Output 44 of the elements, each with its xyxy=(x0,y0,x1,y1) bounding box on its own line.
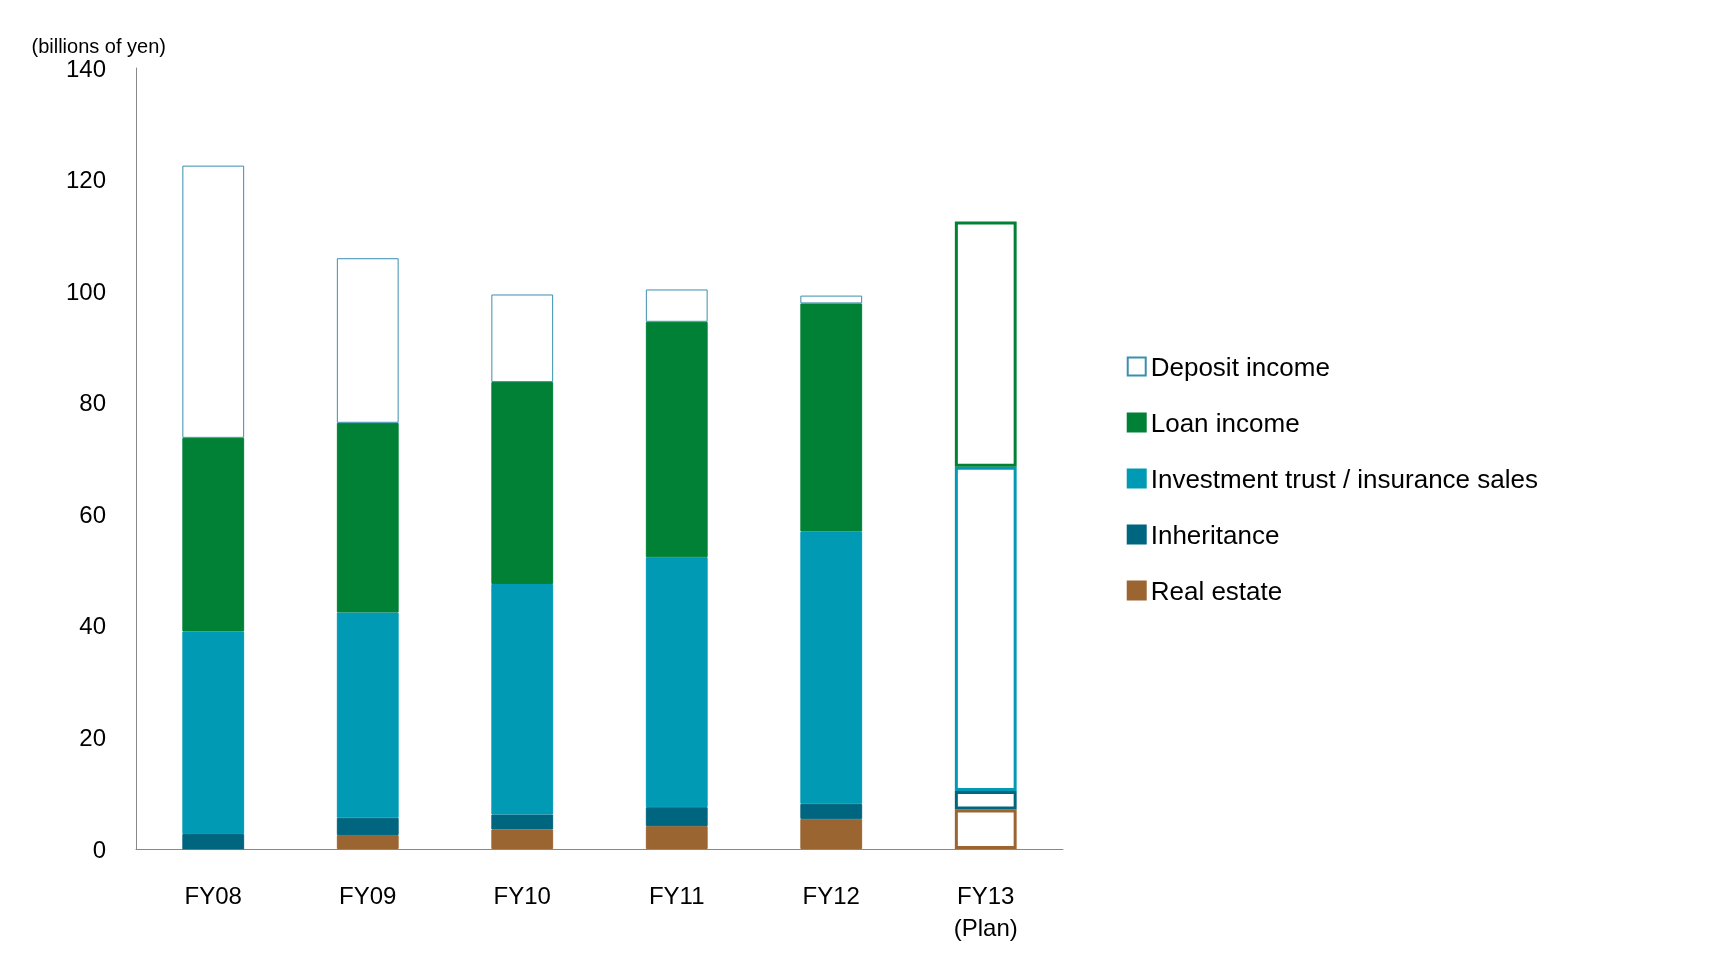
bar xyxy=(645,289,708,322)
legend-label: Real estate xyxy=(1150,575,1283,606)
bar xyxy=(336,422,399,613)
bar xyxy=(491,584,554,815)
y-tick-label: 100 xyxy=(65,277,106,305)
x-tick-label: FY10 xyxy=(493,881,551,909)
bar xyxy=(182,833,245,849)
y-tick-label: 140 xyxy=(65,54,106,82)
bar xyxy=(800,531,863,804)
bar xyxy=(336,835,399,849)
bar xyxy=(800,303,863,532)
bar xyxy=(491,829,554,849)
x-tick-label: FY11 xyxy=(648,881,705,909)
y-tick-label: 0 xyxy=(92,835,106,863)
bar xyxy=(336,612,399,818)
y-tick-label: 80 xyxy=(79,389,106,417)
legend-label: Loan income xyxy=(1150,407,1300,438)
y-tick-label: 20 xyxy=(79,723,106,751)
bar xyxy=(800,818,863,849)
bar xyxy=(800,803,863,819)
bar xyxy=(800,295,863,304)
legend-label: Inheritance xyxy=(1150,519,1280,550)
y-tick-label: 60 xyxy=(79,500,106,528)
y-tick-label: 40 xyxy=(79,612,106,640)
y-axis-title: (billions of yen) xyxy=(31,35,166,57)
bar xyxy=(491,382,554,585)
y-tick-label: 120 xyxy=(65,166,106,194)
bar xyxy=(336,817,399,836)
bar xyxy=(645,807,708,827)
x-tick-label: FY08 xyxy=(184,881,242,909)
bar xyxy=(182,437,245,632)
bar xyxy=(182,631,245,834)
x-tick-label: FY13 (Plan) xyxy=(953,881,1018,941)
x-tick-label: FY09 xyxy=(339,881,397,909)
bar xyxy=(645,321,708,558)
legend-label: Investment trust / insurance sales xyxy=(1150,463,1539,494)
x-tick-label: FY12 xyxy=(802,881,860,909)
legend-label: Deposit income xyxy=(1150,351,1330,382)
bar xyxy=(182,165,245,438)
bar xyxy=(491,294,554,383)
bar xyxy=(645,826,708,849)
bar xyxy=(645,557,708,808)
bar xyxy=(336,258,399,423)
bar xyxy=(491,814,554,830)
